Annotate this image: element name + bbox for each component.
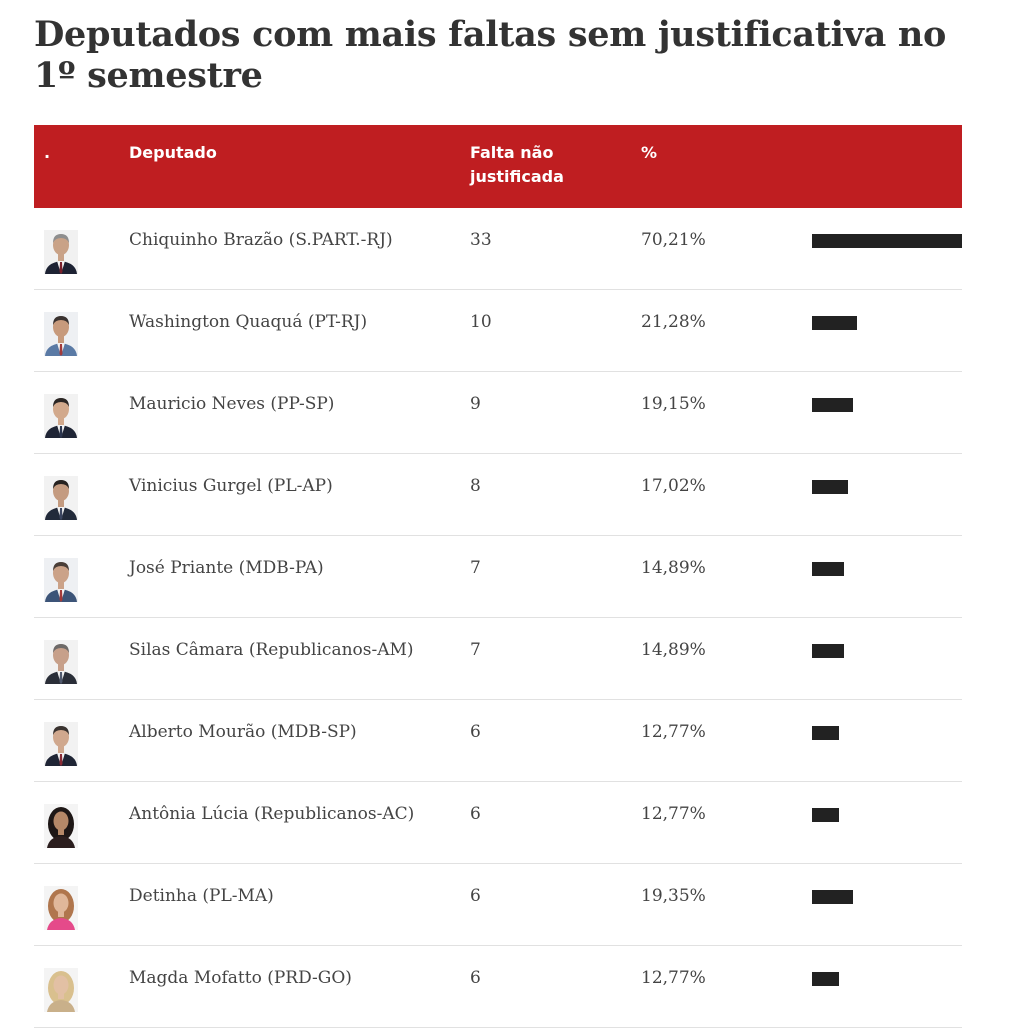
table-row: José Priante (MDB-PA) 7 14,89% — [34, 536, 962, 618]
percent-value: 19,15% — [641, 394, 706, 414]
percent-value: 12,77% — [641, 722, 706, 742]
percent-bar — [812, 480, 848, 494]
table-row: Antônia Lúcia (Republicanos-AC) 6 12,77% — [34, 782, 962, 864]
table-row: Mauricio Neves (PP-SP) 9 19,15% — [34, 372, 962, 454]
deputado-name: Antônia Lúcia (Republicanos-AC) — [129, 804, 415, 824]
deputado-name: José Priante (MDB-PA) — [129, 558, 324, 578]
percent-value: 12,77% — [641, 968, 706, 988]
falta-value: 8 — [470, 476, 481, 496]
deputado-name: Chiquinho Brazão (S.PART.-RJ) — [129, 230, 393, 250]
percent-bar — [812, 562, 844, 576]
table-row: Washington Quaquá (PT-RJ) 10 21,28% — [34, 290, 962, 372]
percent-value: 17,02% — [641, 476, 706, 496]
header-falta-nao-justificada[interactable]: Falta não justificada — [470, 143, 564, 186]
deputado-name: Alberto Mourão (MDB-SP) — [129, 722, 357, 742]
header-percent[interactable]: % — [641, 143, 658, 162]
avatar — [44, 558, 78, 602]
falta-value: 6 — [470, 886, 481, 906]
table-row: Alberto Mourão (MDB-SP) 6 12,77% — [34, 700, 962, 782]
falta-value: 10 — [470, 312, 492, 332]
falta-value: 6 — [470, 968, 481, 988]
percent-value: 12,77% — [641, 804, 706, 824]
percent-bar — [812, 808, 839, 822]
table-header: . Deputado Falta não justificada % — [34, 125, 962, 208]
table-row: Magda Mofatto (PRD-GO) 6 12,77% — [34, 946, 962, 1028]
chart-title: Deputados com mais faltas sem justificat… — [34, 14, 947, 96]
table-body: Chiquinho Brazão (S.PART.-RJ) 33 70,21% Was… — [34, 208, 962, 1028]
percent-bar — [812, 726, 839, 740]
table-row: Chiquinho Brazão (S.PART.-RJ) 33 70,21% — [34, 208, 962, 290]
falta-value: 7 — [470, 640, 481, 660]
falta-value: 33 — [470, 230, 492, 250]
deputado-name: Vinicius Gurgel (PL-AP) — [129, 476, 333, 496]
avatar — [44, 476, 78, 520]
deputado-name: Magda Mofatto (PRD-GO) — [129, 968, 352, 988]
table-row: Vinicius Gurgel (PL-AP) 8 17,02% — [34, 454, 962, 536]
percent-bar — [812, 890, 853, 904]
percent-bar — [812, 972, 839, 986]
percent-value: 14,89% — [641, 640, 706, 660]
avatar — [44, 722, 78, 766]
table-row: Silas Câmara (Republicanos-AM) 7 14,89% — [34, 618, 962, 700]
falta-value: 6 — [470, 804, 481, 824]
header-dot[interactable]: . — [44, 143, 51, 162]
percent-bar — [812, 644, 844, 658]
deputado-name: Silas Câmara (Republicanos-AM) — [129, 640, 414, 660]
percent-bar — [812, 316, 857, 330]
avatar — [44, 804, 78, 848]
avatar — [44, 968, 78, 1012]
deputado-name: Detinha (PL-MA) — [129, 886, 274, 906]
percent-value: 70,21% — [641, 230, 706, 250]
table-row: Detinha (PL-MA) 6 19,35% — [34, 864, 962, 946]
falta-value: 6 — [470, 722, 481, 742]
deputados-table: . Deputado Falta não justificada % Chiqu… — [34, 125, 962, 1028]
percent-value: 14,89% — [641, 558, 706, 578]
percent-value: 19,35% — [641, 886, 706, 906]
percent-bar — [812, 398, 853, 412]
avatar — [44, 886, 78, 930]
deputado-name: Washington Quaquá (PT-RJ) — [129, 312, 368, 332]
avatar — [44, 312, 78, 356]
header-deputado[interactable]: Deputado — [129, 143, 217, 162]
avatar — [44, 230, 78, 274]
percent-value: 21,28% — [641, 312, 706, 332]
avatar — [44, 640, 78, 684]
falta-value: 7 — [470, 558, 481, 578]
avatar — [44, 394, 78, 438]
falta-value: 9 — [470, 394, 481, 414]
deputado-name: Mauricio Neves (PP-SP) — [129, 394, 335, 414]
percent-bar — [812, 234, 962, 248]
